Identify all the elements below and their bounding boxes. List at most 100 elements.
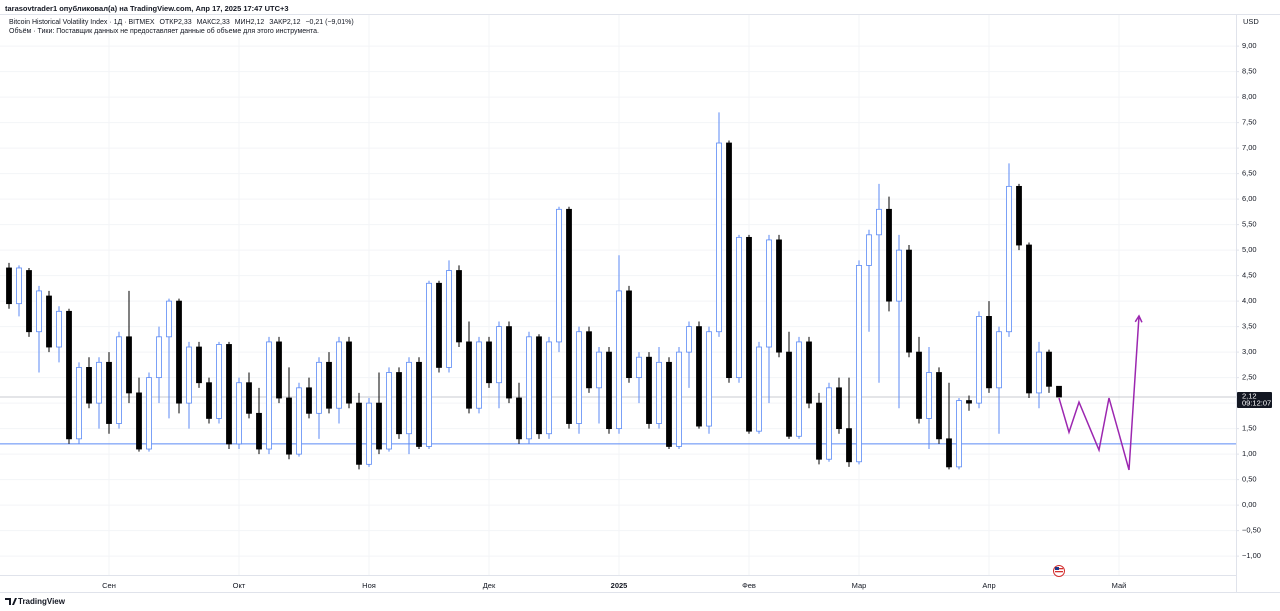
candle-body bbox=[256, 412, 262, 450]
candle-body bbox=[526, 336, 532, 440]
close-label: ЗАКР bbox=[269, 19, 287, 26]
y-tick-label: 3,00 bbox=[1242, 347, 1257, 356]
candle-body bbox=[346, 341, 352, 404]
candle-body bbox=[1046, 351, 1052, 387]
last-price-countdown: 09:12:07 bbox=[1242, 398, 1271, 407]
candle-body bbox=[356, 402, 362, 465]
candle-body bbox=[276, 341, 282, 399]
candle-body bbox=[876, 208, 882, 236]
candle-body bbox=[46, 295, 52, 348]
y-tick-label: 5,00 bbox=[1242, 245, 1257, 254]
candle-body bbox=[106, 361, 112, 424]
y-tick-label: 4,00 bbox=[1242, 296, 1257, 305]
candle-body bbox=[1016, 185, 1022, 246]
candle-body bbox=[386, 372, 392, 450]
candle-body bbox=[426, 282, 432, 447]
candle-body bbox=[196, 346, 202, 384]
y-tick-label: 6,00 bbox=[1242, 194, 1257, 203]
candle-body bbox=[746, 236, 752, 432]
candle-body bbox=[176, 300, 182, 404]
candle-body bbox=[756, 346, 762, 432]
candle-body bbox=[406, 361, 412, 435]
low-value: 2,12 bbox=[251, 19, 265, 26]
candle-body bbox=[96, 361, 102, 404]
last-price-label: 2,12 bbox=[1242, 391, 1257, 400]
candle-body bbox=[946, 438, 952, 468]
candle-body bbox=[656, 361, 662, 424]
x-tick-label: 2025 bbox=[611, 581, 628, 590]
candle-body bbox=[446, 270, 452, 368]
publisher: tarasovtrader1 опубликовал(а) на Trading… bbox=[5, 4, 289, 13]
candle-body bbox=[936, 372, 942, 440]
x-tick-label: Мар bbox=[852, 581, 867, 590]
candle-body bbox=[896, 249, 902, 302]
plot-layer bbox=[0, 15, 1236, 575]
candle-body bbox=[456, 270, 462, 343]
candle-body bbox=[776, 239, 782, 353]
y-tick-label: 1,50 bbox=[1242, 424, 1257, 433]
candle-body bbox=[16, 267, 22, 305]
y-tick-label: 7,50 bbox=[1242, 118, 1257, 127]
footer-brand: TradingView bbox=[18, 597, 66, 606]
candle-body bbox=[116, 336, 122, 424]
y-tick-label: 0,50 bbox=[1242, 475, 1257, 484]
flag-icon bbox=[1053, 565, 1065, 577]
low-label: МИН bbox=[235, 19, 251, 26]
candle-body bbox=[6, 267, 12, 305]
candle-body bbox=[316, 361, 322, 414]
candle-body bbox=[546, 341, 552, 435]
candle-body bbox=[396, 372, 402, 435]
x-tick-label: Ноя bbox=[362, 581, 376, 590]
candle-body bbox=[926, 372, 932, 419]
y-tick-label: 8,00 bbox=[1242, 92, 1257, 101]
candle-body bbox=[1056, 385, 1062, 398]
candle-body bbox=[806, 341, 812, 404]
candle-body bbox=[676, 351, 682, 447]
candle-body bbox=[266, 341, 272, 450]
candle-body bbox=[326, 361, 332, 409]
candle-body bbox=[816, 402, 822, 460]
x-tick-label: Окт bbox=[233, 581, 246, 590]
projection-line bbox=[1058, 315, 1140, 471]
currency: USD bbox=[1243, 17, 1259, 26]
candle-body bbox=[846, 428, 852, 463]
candle-body bbox=[336, 341, 342, 409]
y-tick-label: −1,00 bbox=[1242, 551, 1261, 560]
candle-body bbox=[186, 346, 192, 404]
candle-body bbox=[976, 316, 982, 404]
y-tick-label: 6,50 bbox=[1242, 169, 1257, 178]
candle-body bbox=[626, 290, 632, 379]
last-price-tag bbox=[1237, 392, 1272, 409]
candle-body bbox=[416, 361, 422, 447]
y-tick-label: 9,00 bbox=[1242, 41, 1257, 50]
candle-body bbox=[26, 270, 32, 333]
candle-body bbox=[226, 344, 232, 445]
candle-body bbox=[76, 367, 82, 440]
candle-body bbox=[66, 310, 72, 440]
high-label: МАКС bbox=[197, 19, 217, 26]
candle-body bbox=[596, 351, 602, 389]
open-label: ОТКР bbox=[160, 19, 179, 26]
x-tick-label: Апр bbox=[982, 581, 995, 590]
y-tick-label: 5,50 bbox=[1242, 220, 1257, 229]
candle-body bbox=[36, 290, 42, 333]
candle-body bbox=[496, 326, 502, 384]
candle-body bbox=[576, 331, 582, 424]
candle-body bbox=[86, 367, 92, 404]
candle-body bbox=[166, 300, 172, 338]
candle-body bbox=[696, 326, 702, 427]
candle-body bbox=[786, 351, 792, 437]
candle-body bbox=[436, 282, 442, 368]
candle-body bbox=[136, 392, 142, 450]
candle-body bbox=[646, 356, 652, 424]
candle-body bbox=[306, 387, 312, 414]
candle-body bbox=[126, 336, 132, 394]
candle-body bbox=[1026, 244, 1032, 394]
candle-body bbox=[536, 336, 542, 435]
candle-body bbox=[296, 387, 302, 455]
candle-body bbox=[516, 397, 522, 440]
y-tick-label: 0,00 bbox=[1242, 500, 1257, 509]
candle-body bbox=[506, 326, 512, 399]
